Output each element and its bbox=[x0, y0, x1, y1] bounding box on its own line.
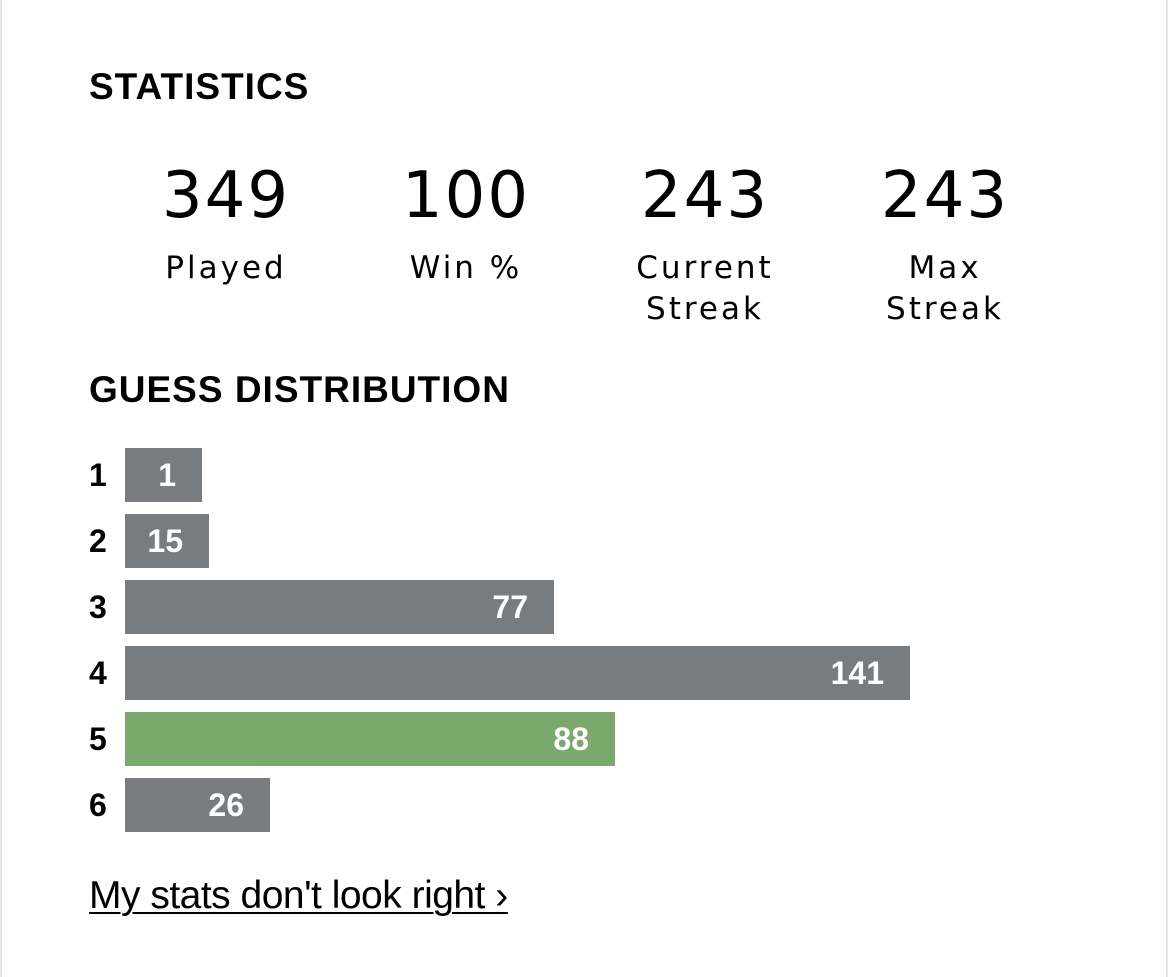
distribution-row: 6 26 bbox=[89, 778, 1089, 832]
statistics-title: STATISTICS bbox=[89, 66, 310, 107]
guess-distribution-chart: 1 1 2 15 3 77 4 141 5 88 6 26 bbox=[89, 448, 1089, 844]
stat-max-streak: 243 Max Streak bbox=[845, 160, 1045, 330]
guess-number: 2 bbox=[89, 523, 107, 559]
stats-help-link[interactable]: My stats don't look right › bbox=[89, 874, 508, 917]
stat-current-streak: 243 Current Streak bbox=[605, 160, 805, 330]
distribution-bar: 77 bbox=[125, 580, 554, 634]
stat-label: Win % bbox=[409, 250, 523, 286]
stat-value: 243 bbox=[640, 159, 770, 233]
distribution-bar: 15 bbox=[125, 514, 209, 568]
guess-count: 26 bbox=[208, 787, 244, 823]
stat-value: 100 bbox=[401, 159, 531, 233]
distribution-row: 2 15 bbox=[89, 514, 1089, 568]
guess-number: 5 bbox=[89, 721, 107, 757]
guess-count: 1 bbox=[158, 457, 176, 493]
distribution-row: 5 88 bbox=[89, 712, 1089, 766]
guess-count: 141 bbox=[830, 655, 884, 691]
guess-count: 88 bbox=[553, 721, 589, 757]
stat-label: Current Streak bbox=[636, 250, 774, 327]
stat-value: 243 bbox=[880, 159, 1010, 233]
guess-number: 1 bbox=[89, 457, 107, 493]
guess-number: 4 bbox=[89, 655, 107, 691]
guess-count: 15 bbox=[147, 523, 183, 559]
distribution-bar: 1 bbox=[125, 448, 202, 502]
stat-label: Played bbox=[165, 250, 287, 286]
stat-win-percent: 100 Win % bbox=[366, 160, 566, 289]
distribution-bar: 26 bbox=[125, 778, 270, 832]
distribution-row: 3 77 bbox=[89, 580, 1089, 634]
guess-number: 3 bbox=[89, 589, 107, 625]
distribution-bar-highlighted: 88 bbox=[125, 712, 615, 766]
distribution-bar: 141 bbox=[125, 646, 910, 700]
stat-label: Max Streak bbox=[886, 250, 1004, 327]
guess-count: 77 bbox=[492, 589, 528, 625]
stat-played: 349 Played bbox=[126, 160, 326, 289]
distribution-row: 4 141 bbox=[89, 646, 1089, 700]
guess-number: 6 bbox=[89, 787, 107, 823]
stat-value: 349 bbox=[161, 159, 291, 233]
guess-distribution-title: GUESS DISTRIBUTION bbox=[89, 369, 510, 410]
